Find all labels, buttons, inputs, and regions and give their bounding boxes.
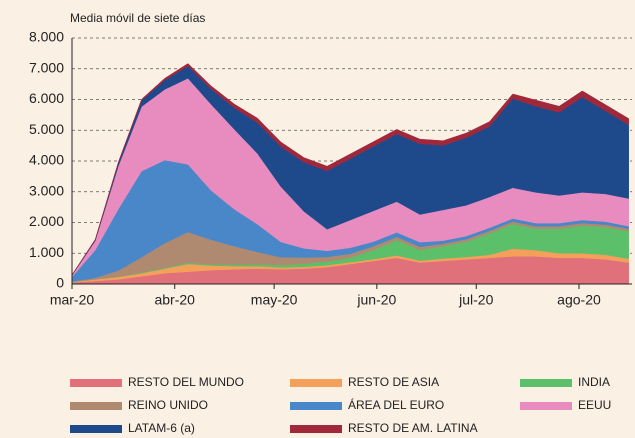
legend-label: RESTO DE ASIA xyxy=(348,375,439,389)
x-tick-label: abr-20 xyxy=(154,292,195,308)
y-tick-label: 4.000 xyxy=(29,152,64,168)
legend-label: RESTO DE AM. LATINA xyxy=(348,421,478,435)
x-tick-label: ago-20 xyxy=(557,292,601,308)
legend-label: REINO UNIDO xyxy=(128,398,208,412)
legend-swatch xyxy=(70,379,122,387)
area xyxy=(71,63,629,276)
y-tick-label: 1.000 xyxy=(29,244,64,260)
legend-swatch xyxy=(520,402,572,410)
y-tick-label: 3.000 xyxy=(29,182,64,198)
x-tick-label: jun-20 xyxy=(356,292,396,308)
legend-swatch xyxy=(70,402,122,410)
x-tick-label: jul-20 xyxy=(458,292,493,308)
legend-swatch xyxy=(290,402,342,410)
legend-label: INDIA xyxy=(578,375,610,389)
legend-swatch xyxy=(290,379,342,387)
chart-subtitle: Media móvil de siete días xyxy=(70,11,205,25)
y-tick-label: 0 xyxy=(56,275,64,291)
legend-label: RESTO DEL MUNDO xyxy=(128,375,244,389)
legend-swatch xyxy=(70,425,122,433)
y-tick-label: 2.000 xyxy=(29,213,64,229)
legend-label: ÁREA DEL EURO xyxy=(348,397,444,412)
legend-label: LATAM-6 (a) xyxy=(128,421,195,435)
legend-swatch xyxy=(520,379,572,387)
y-tick-label: 7.000 xyxy=(29,59,64,75)
x-tick-label: mar-20 xyxy=(50,292,95,308)
legend-label: EEUU xyxy=(578,398,611,412)
y-tick-label: 8.000 xyxy=(29,29,64,45)
y-tick-label: 6.000 xyxy=(29,90,64,106)
x-tick-label: may-20 xyxy=(251,292,298,308)
y-tick-label: 5.000 xyxy=(29,121,64,137)
legend-swatch xyxy=(290,425,342,433)
